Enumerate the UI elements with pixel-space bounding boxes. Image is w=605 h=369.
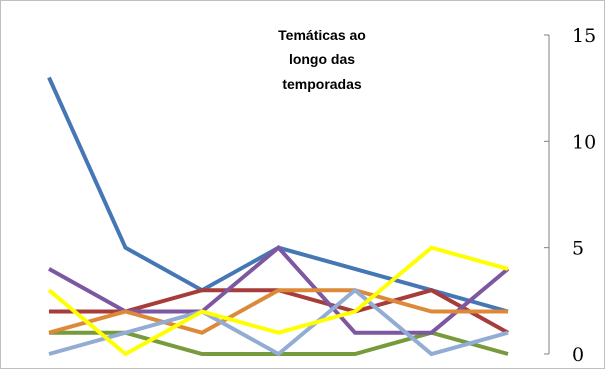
chart-title-line-2: longo das (289, 51, 355, 67)
y-tick-label: 0 (572, 344, 584, 366)
series-lines (47, 76, 510, 357)
chart-title: Temáticas ao longo das temporadas (278, 27, 366, 92)
chart-title-line-1: Temáticas ao (278, 27, 366, 43)
y-tick-label: 10 (572, 131, 596, 153)
series-line-6 (48, 287, 509, 357)
y-tick-label: 5 (572, 238, 584, 260)
y-tick-label: 15 (572, 25, 596, 47)
series-line-1 (47, 76, 509, 314)
y-axis-right: 0 5 10 15 (544, 25, 596, 366)
series-line-5 (48, 288, 508, 335)
series-line-7 (47, 245, 509, 357)
chart-title-line-3: temporadas (282, 76, 362, 92)
